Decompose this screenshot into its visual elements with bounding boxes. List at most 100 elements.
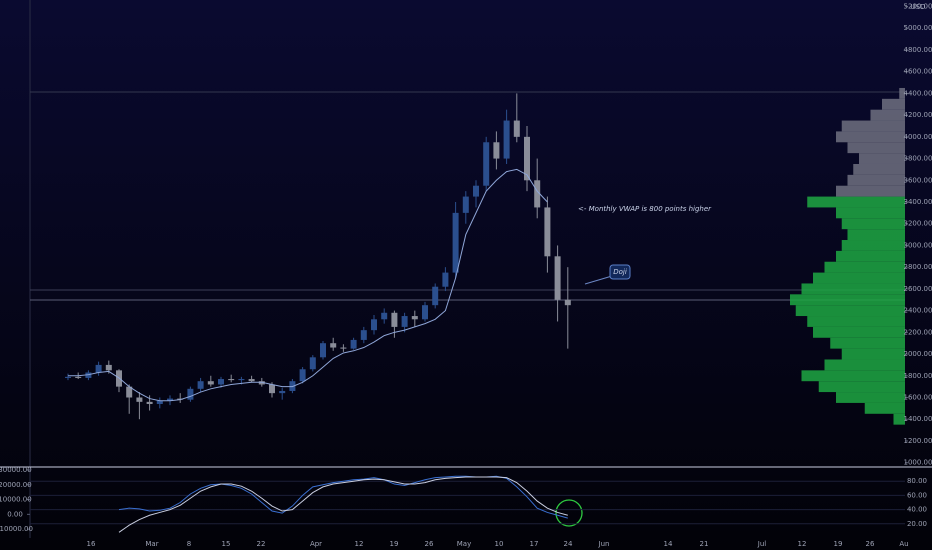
candle-body (371, 319, 377, 331)
profile-bar (795, 305, 905, 317)
x-tick-label: 10 (495, 540, 504, 548)
y-tick-label: 2400.00 (904, 307, 932, 315)
candle-body (330, 343, 337, 348)
profile-bar (847, 142, 905, 154)
candle-body (513, 120, 520, 137)
profile-bar (813, 326, 905, 338)
candle-body (442, 272, 449, 287)
profile-bar (882, 98, 905, 110)
y-tick-label: 1600.00 (904, 393, 932, 401)
y-tick-label: 2800.00 (904, 263, 932, 271)
candle-body (146, 401, 153, 405)
y-tick-label: 3200.00 (904, 220, 932, 228)
candle-body (544, 207, 551, 257)
y-tick-label: 4600.00 (904, 68, 932, 76)
y-tick-label: 4000.00 (904, 133, 932, 141)
x-tick-label: 12 (355, 540, 364, 548)
y-tick-label: 1000.00 (904, 459, 932, 467)
profile-bar (824, 261, 905, 273)
x-tick-label: 24 (564, 540, 573, 548)
x-tick-label: 14 (664, 540, 673, 548)
candle-body (95, 364, 102, 373)
y2-tick-label: 20.00 (907, 520, 927, 528)
x-tick-label: Jul (757, 540, 767, 548)
x-tick-label: 19 (834, 540, 843, 548)
profile-bar (841, 218, 905, 230)
x-tick-label: 21 (700, 540, 709, 548)
profile-bar (847, 229, 905, 241)
annotation: Doji (613, 268, 627, 276)
profile-bar (807, 196, 905, 208)
highlight-circle (555, 499, 583, 527)
x-tick-label: 16 (87, 540, 96, 548)
x-tick-label: Jun (598, 540, 610, 548)
candle-body (177, 398, 184, 400)
candle-body (228, 379, 235, 381)
candle-body (299, 369, 306, 382)
candle-body (411, 316, 418, 320)
y-tick-label: 2000.00 (904, 350, 932, 358)
y-tick-label: 1800.00 (904, 372, 932, 380)
candle-body (564, 299, 571, 306)
x-tick-label: 22 (257, 540, 266, 548)
candle-body (156, 400, 163, 405)
y-tick-label: 5200.00 (904, 3, 932, 11)
candle-body (381, 312, 388, 320)
candle-body (197, 381, 204, 389)
candle-body (65, 376, 71, 378)
profile-bar (899, 87, 905, 99)
y-tick-label: 1200.00 (904, 437, 932, 445)
candle-body (279, 390, 286, 394)
y-tick-label: 30000.00 (0, 466, 32, 474)
profile-bar (841, 120, 905, 132)
candle-body (75, 376, 82, 378)
x-tick-label: 26 (425, 540, 434, 548)
profile-bar (864, 402, 905, 414)
candle-body (167, 398, 173, 401)
y-tick-label: 4200.00 (904, 111, 932, 119)
y-tick-label: 3600.00 (904, 176, 932, 184)
y-tick-label: 2200.00 (904, 328, 932, 336)
profile-bar (836, 185, 905, 197)
x-tick-label: May (457, 540, 471, 548)
x-tick-label: 26 (866, 540, 875, 548)
profile-bar (853, 163, 905, 175)
x-tick-label: 12 (798, 540, 807, 548)
x-tick-label: 8 (187, 540, 191, 548)
candle-body (432, 286, 439, 306)
x-tick-label: 15 (222, 540, 231, 548)
y-tick-label: 4800.00 (904, 46, 932, 54)
profile-bar (824, 359, 905, 371)
y-tick-label: 10000.00 (0, 496, 32, 504)
profile-bar (841, 348, 905, 360)
profile-bar (830, 337, 905, 349)
annotation-arrow (584, 275, 613, 285)
candle-body (340, 347, 347, 349)
vwap-line (68, 168, 548, 402)
x-tick-label: Apr (310, 540, 322, 548)
candle-body (452, 212, 459, 273)
profile-bar (807, 316, 905, 327)
candle-body (207, 381, 214, 385)
x-tick-label: 17 (530, 540, 539, 548)
y-tick-label: 3800.00 (904, 155, 932, 163)
candle-body (524, 136, 530, 181)
candle-body (248, 379, 255, 382)
y-tick-label: 20000.00 (0, 481, 32, 489)
x-tick-label: Au (899, 540, 908, 548)
profile-bar (847, 174, 905, 186)
candle-body (534, 180, 541, 208)
annotation: <- Monthly VWAP is 800 points higher (578, 205, 712, 213)
candle-body (309, 357, 316, 370)
candle-body (136, 397, 143, 402)
profile-bar (893, 413, 905, 425)
profile-bar (790, 294, 905, 306)
y-tick-label: 3400.00 (904, 198, 932, 206)
profile-bar (836, 131, 905, 143)
profile-bar (813, 272, 905, 284)
y-tick-label: 5000.00 (904, 24, 932, 32)
candle-body (269, 384, 275, 394)
candle-body (85, 372, 92, 378)
y-tick-label: 2600.00 (904, 285, 932, 293)
indicator-line (118, 476, 568, 533)
